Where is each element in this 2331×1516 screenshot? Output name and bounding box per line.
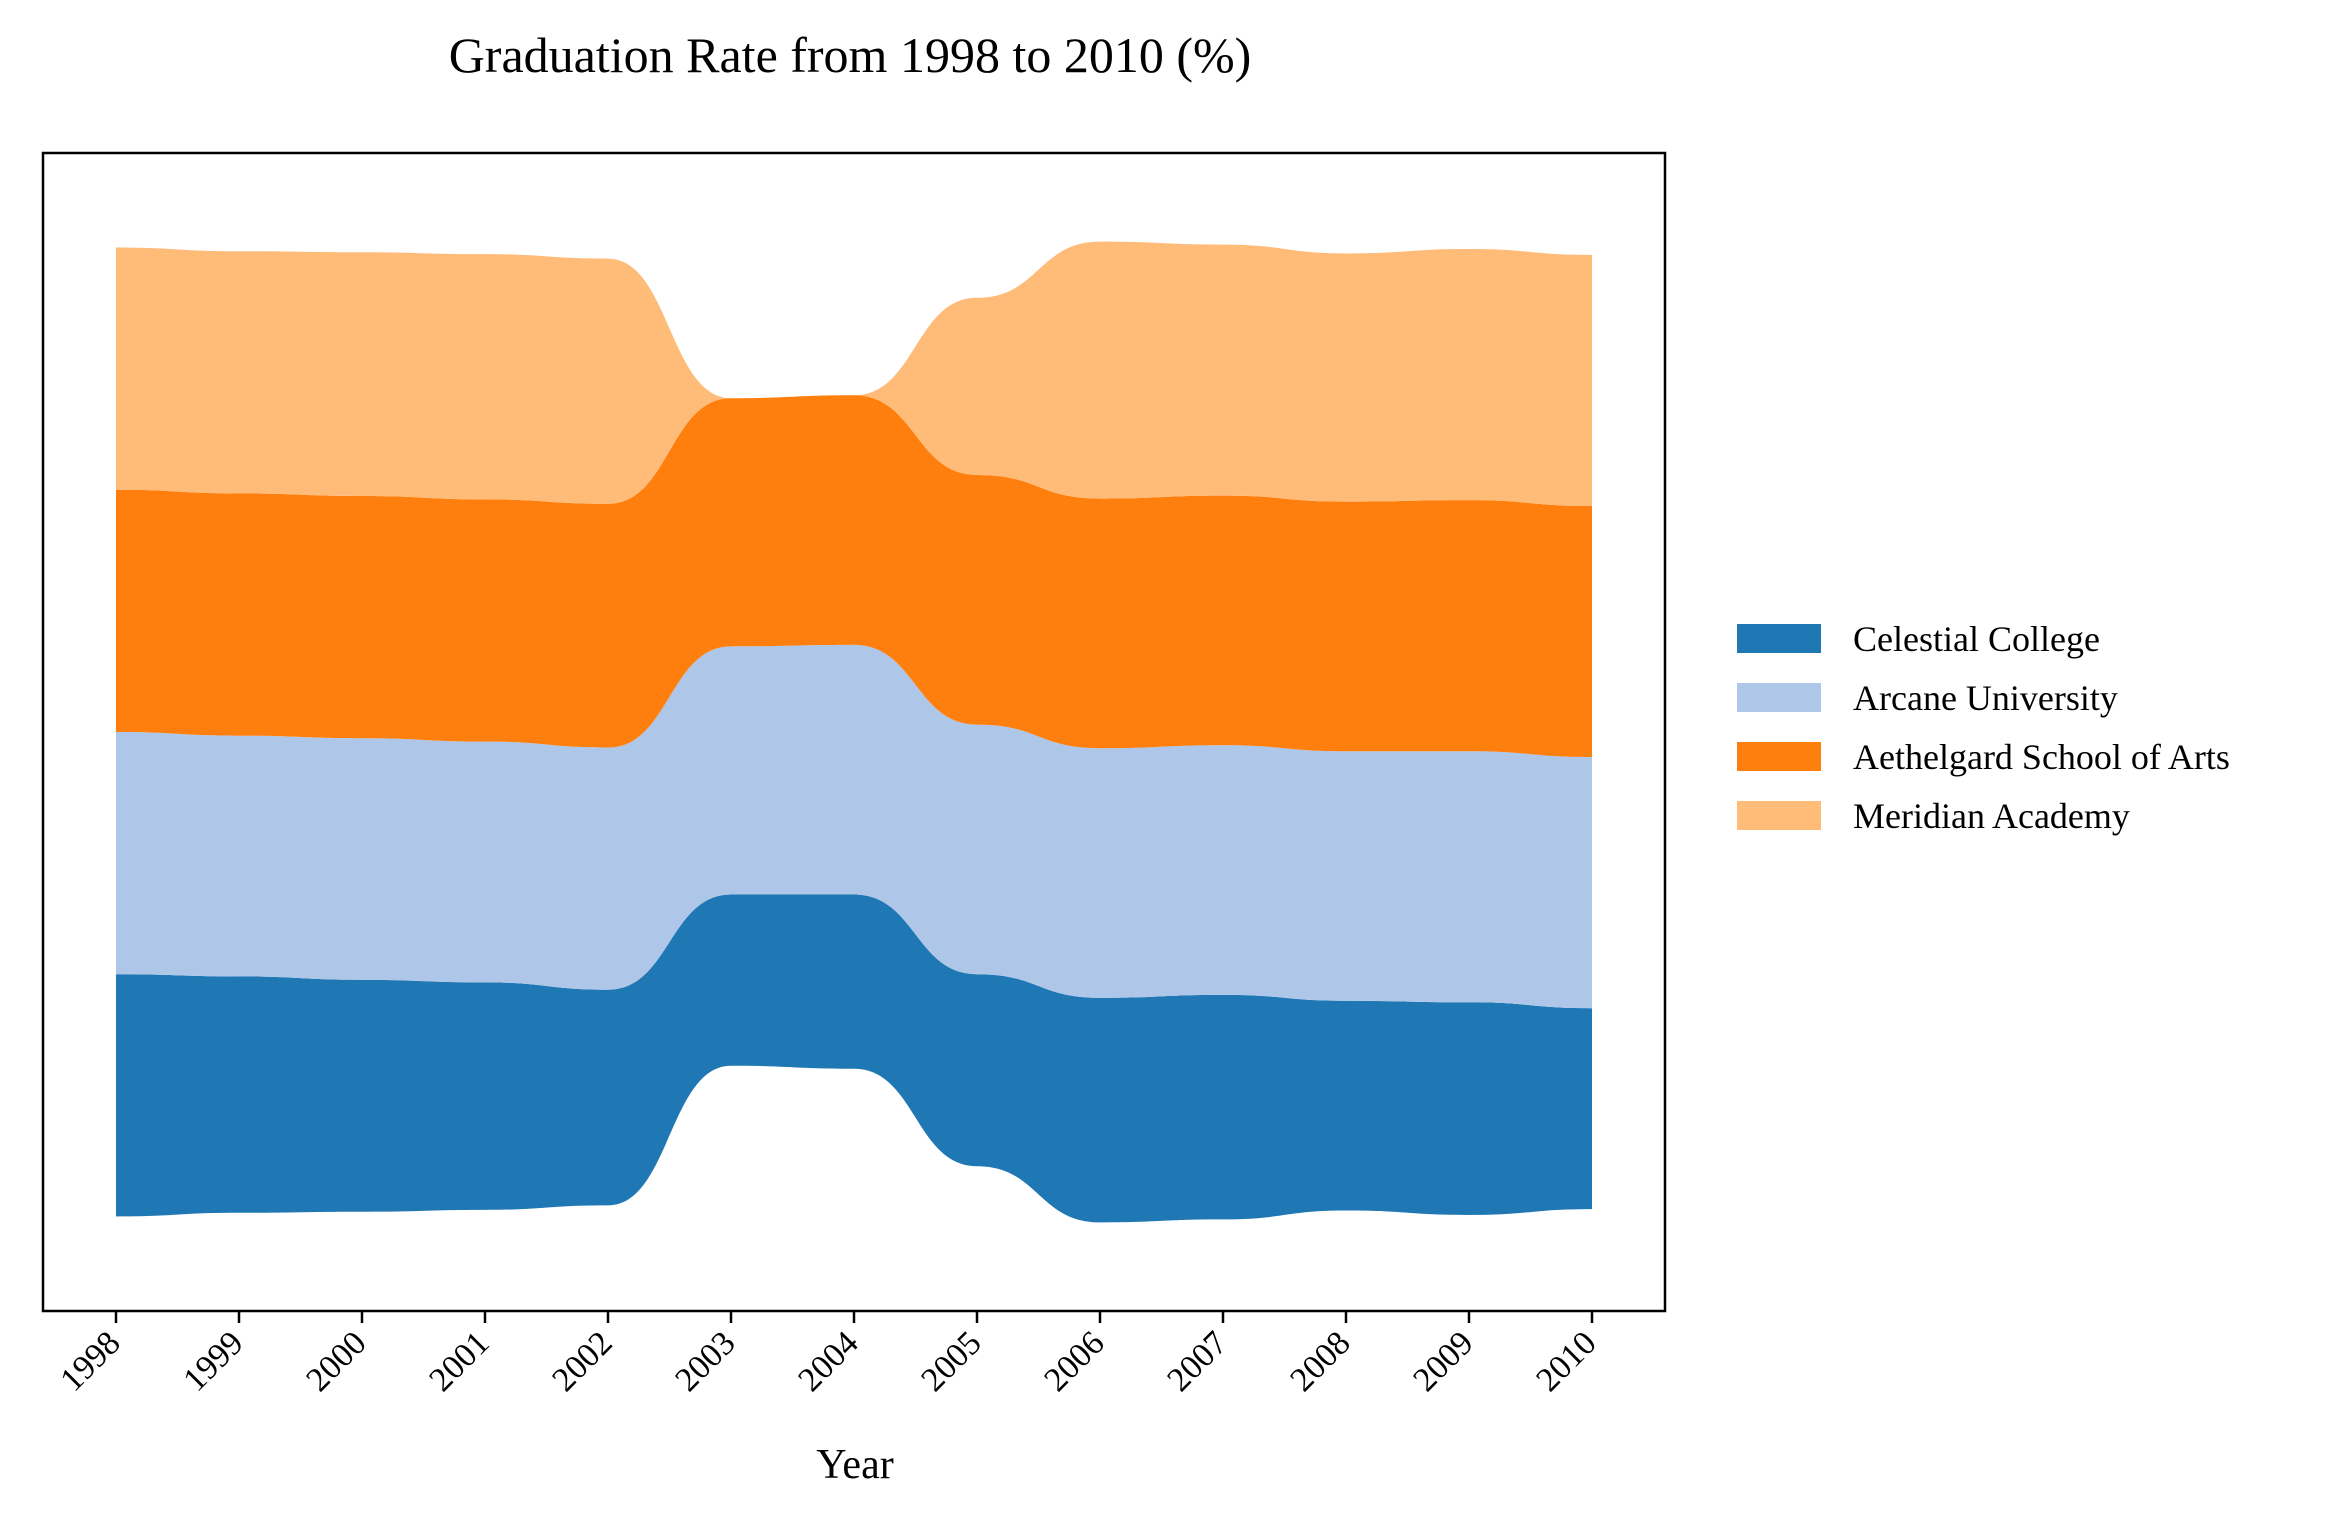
x-tick-label: 1999 [176, 1324, 250, 1398]
area-meridian-academy [116, 241, 1592, 507]
area-arcane-university [116, 644, 1592, 1009]
x-axis-label: Year [816, 1442, 893, 1488]
x-axis: 1998 1999 2000 2001 2002 2003 2004 2005 2006 2007… [53, 1311, 1604, 1399]
legend-label: Meridian Academy [1853, 796, 2130, 836]
stream-areas [116, 241, 1592, 1223]
x-tick-label: 2004 [791, 1324, 865, 1398]
legend-swatch [1737, 742, 1821, 771]
x-tick-label: 2001 [422, 1324, 496, 1398]
x-tick-label: 2007 [1160, 1324, 1234, 1398]
area-aethelgard-school-of-arts [116, 395, 1592, 758]
x-tick-label: 2000 [299, 1324, 373, 1398]
legend-label: Aethelgard School of Arts [1853, 737, 2230, 777]
legend-label: Arcane University [1853, 678, 2118, 718]
x-tick-label: 2002 [545, 1324, 619, 1398]
x-tick-label: 2003 [668, 1324, 742, 1398]
legend-swatch [1737, 624, 1821, 653]
chart-title: Graduation Rate from 1998 to 2010 (%) [449, 27, 1252, 83]
x-tick-label: 1998 [53, 1324, 127, 1398]
legend-swatch [1737, 801, 1821, 830]
x-tick-label: 2008 [1283, 1324, 1357, 1398]
area-celestial-college [116, 894, 1592, 1223]
x-tick-label: 2009 [1406, 1324, 1480, 1398]
x-tick-label: 2005 [914, 1324, 988, 1398]
legend-swatch [1737, 683, 1821, 712]
legend: Celestial College Arcane University Aethel… [1737, 619, 2230, 836]
x-tick-label: 2010 [1529, 1324, 1603, 1398]
legend-label: Celestial College [1853, 619, 2100, 659]
x-tick-label: 2006 [1037, 1324, 1111, 1398]
